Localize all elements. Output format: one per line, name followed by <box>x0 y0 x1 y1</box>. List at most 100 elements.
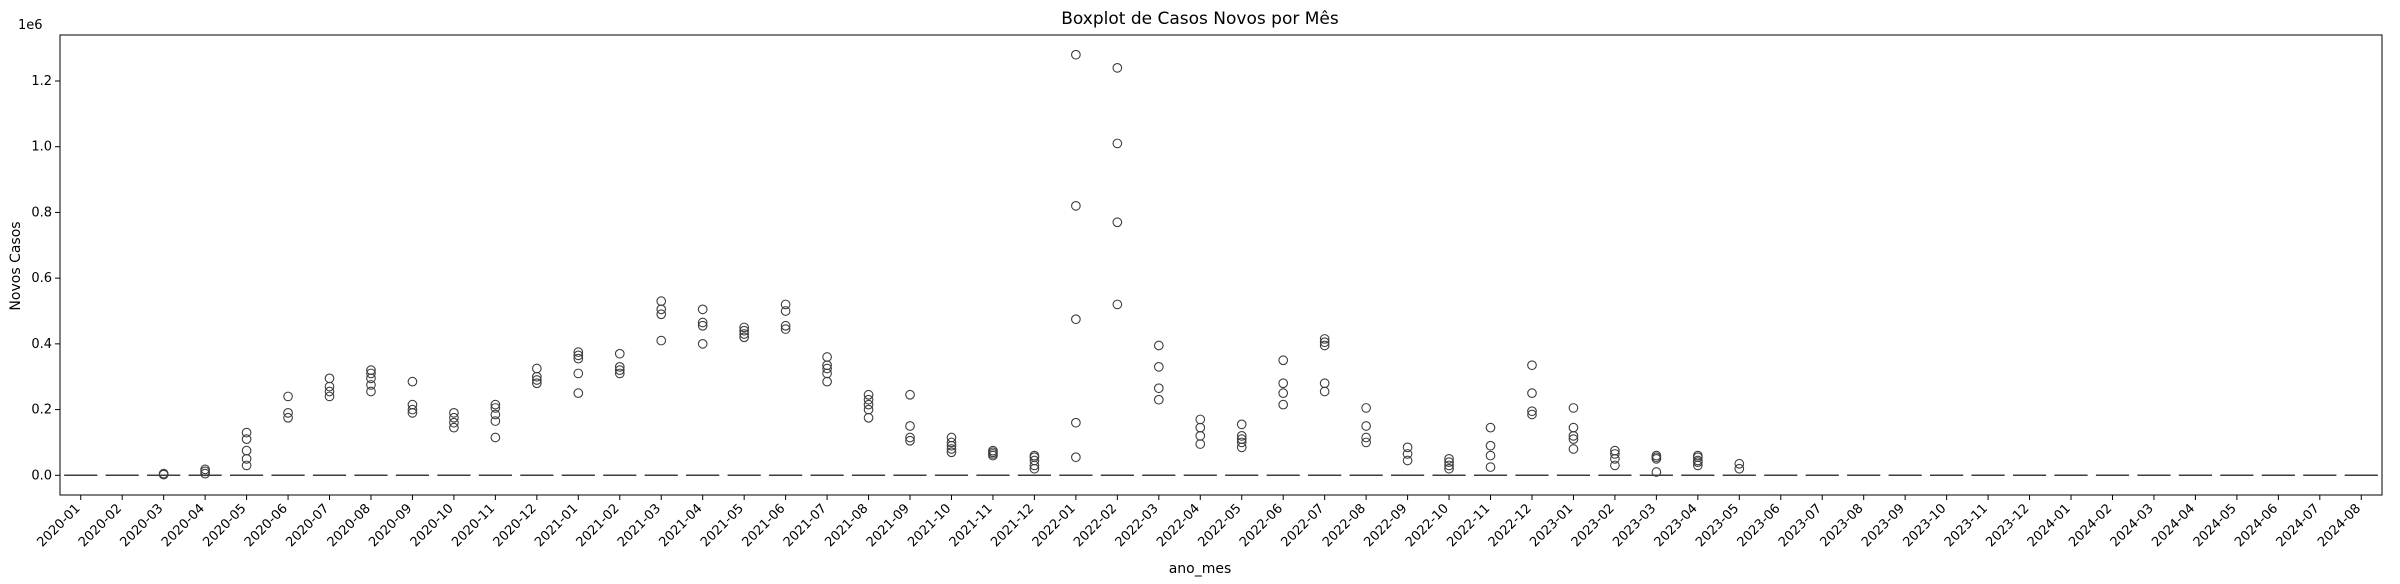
plot-frame <box>59 34 2383 496</box>
outlier-point <box>324 391 335 402</box>
y-tick-label: 0.6 <box>31 271 52 286</box>
x-tick-label: 2024-01 <box>2025 501 2074 550</box>
outlier-point <box>1361 437 1371 448</box>
outlier-point <box>822 363 832 374</box>
outlier-point <box>1651 450 1662 461</box>
outlier-point <box>1527 406 1537 417</box>
x-tick-label: 2022-02 <box>1071 501 1120 550</box>
outlier-point <box>1278 399 1289 410</box>
x-tick-label: 2020-01 <box>35 501 84 550</box>
x-tick-label: 2022-09 <box>1361 501 1410 550</box>
outlier-point <box>1568 403 1579 413</box>
outlier-point <box>1444 454 1454 464</box>
x-tick-label: 2021-11 <box>947 501 996 550</box>
outlier-point <box>200 464 210 475</box>
x-tick-label: 2023-09 <box>1859 501 1908 550</box>
outlier-point <box>449 417 459 428</box>
outlier-point <box>946 437 957 448</box>
outlier-point <box>614 362 625 372</box>
outlier-point <box>1610 460 1620 471</box>
x-tick-label: 2022-12 <box>1486 501 1535 550</box>
x-tick-label: 2023-01 <box>1527 501 1576 550</box>
outlier-point <box>1195 431 1206 441</box>
outlier-point <box>1071 49 1081 60</box>
outlier-point <box>366 373 376 384</box>
outlier-point <box>905 435 915 446</box>
outlier-point <box>1071 314 1081 325</box>
outlier-point <box>283 408 293 418</box>
outlier-point <box>241 445 252 456</box>
outlier-point <box>1568 444 1579 454</box>
outlier-point <box>946 432 957 443</box>
outlier-point <box>1527 409 1537 420</box>
outlier-point <box>241 454 252 464</box>
outlier-point <box>1195 414 1206 425</box>
outlier-point <box>739 325 750 336</box>
outlier-point <box>739 332 750 343</box>
x-tick-label: 2023-11 <box>1942 501 1991 550</box>
outlier-point <box>241 434 252 444</box>
outlier-point <box>1527 388 1537 398</box>
x-tick-label: 2023-07 <box>1776 501 1825 550</box>
x-tick-label: 2023-04 <box>1652 501 1701 550</box>
x-tick-label: 2021-08 <box>822 501 871 550</box>
x-tick-label: 2023-08 <box>1818 501 1867 550</box>
x-tick-label: 2023-02 <box>1569 501 1618 550</box>
outlier-point <box>531 375 542 385</box>
outlier-point <box>573 388 584 398</box>
x-tick-label: 2024-05 <box>2191 501 2240 550</box>
outlier-point <box>1029 455 1040 466</box>
x-tick-label: 2024-02 <box>2066 501 2115 550</box>
x-tick-label: 2020-04 <box>159 501 208 550</box>
chart-title: Boxplot de Casos Novos por Mês <box>1061 9 1339 29</box>
outlier-point <box>780 320 791 331</box>
outlier-point <box>1610 449 1620 459</box>
x-tick-label: 2022-01 <box>1030 501 1079 550</box>
outlier-point <box>490 409 501 420</box>
outlier-point <box>324 386 335 397</box>
outlier-point <box>656 304 667 315</box>
outlier-point <box>1029 450 1040 461</box>
outlier-point <box>1402 455 1413 466</box>
outlier-point <box>573 353 584 364</box>
outlier-point <box>573 350 584 361</box>
outlier-point <box>1361 432 1371 443</box>
outlier-point <box>490 403 501 413</box>
x-axis-label: ano_mes <box>1169 561 1232 577</box>
outlier-point <box>1319 334 1330 344</box>
y-axis-label: Novos Casos <box>8 221 24 310</box>
outlier-point <box>739 322 750 333</box>
outlier-point <box>1319 386 1330 397</box>
x-tick-label: 2023-06 <box>1735 501 1784 550</box>
outlier-point <box>697 320 708 331</box>
x-tick-label: 2021-05 <box>698 501 747 550</box>
outlier-point <box>697 339 708 349</box>
outlier-point <box>1485 422 1496 433</box>
outlier-point <box>1236 442 1247 453</box>
x-tick-label: 2022-05 <box>1196 501 1245 550</box>
outlier-point <box>449 408 459 418</box>
outlier-point <box>1485 450 1496 461</box>
outlier-point <box>1319 337 1330 348</box>
x-tick-label: 2021-12 <box>988 501 1037 550</box>
x-tick-label: 2023-05 <box>1693 501 1742 550</box>
outlier-point <box>407 404 418 415</box>
outlier-point <box>988 445 998 456</box>
outlier-point <box>863 399 874 410</box>
x-tick-label: 2024-03 <box>2108 501 2157 550</box>
outlier-point <box>1319 378 1330 389</box>
outlier-point <box>697 304 708 315</box>
outlier-point <box>739 329 750 339</box>
outlier-point <box>1610 454 1620 464</box>
outlier-point <box>905 389 915 400</box>
outlier-point <box>449 412 459 423</box>
outlier-point <box>200 468 210 479</box>
y-tick-label: 1.2 <box>31 74 52 89</box>
y-tick-label: 0.2 <box>31 403 52 418</box>
outlier-point <box>1112 217 1123 228</box>
x-tick-label: 2022-10 <box>1403 501 1452 550</box>
x-tick-label: 2024-06 <box>2232 501 2281 550</box>
outlier-point <box>1236 431 1247 441</box>
outlier-point <box>822 368 832 379</box>
x-tick-label: 2020-11 <box>449 501 498 550</box>
